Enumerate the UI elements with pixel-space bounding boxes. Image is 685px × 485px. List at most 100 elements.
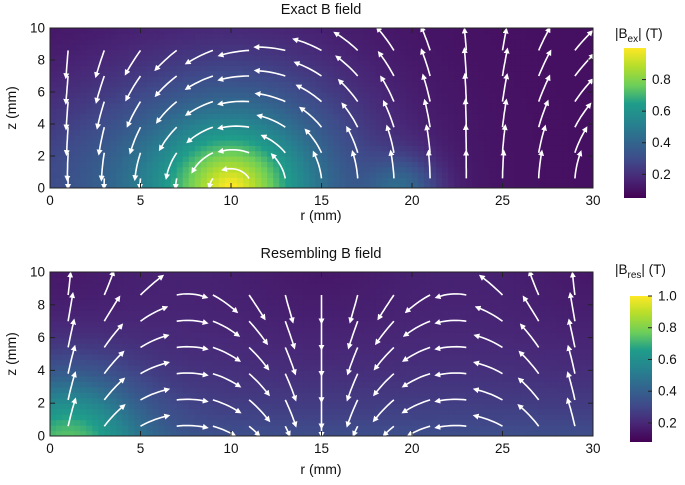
heat-cell <box>152 102 160 109</box>
heat-cell <box>430 299 437 306</box>
heat-cell <box>309 293 317 300</box>
heat-cell <box>568 44 576 50</box>
heat-cell <box>466 28 473 34</box>
heat-cell <box>146 310 154 317</box>
heat-cell <box>110 414 117 421</box>
heat-cell <box>297 403 304 410</box>
heat-cell <box>375 54 383 61</box>
heat-cell <box>68 129 75 136</box>
heat-cell <box>309 321 317 328</box>
heat-cell <box>164 33 172 40</box>
heat-cell <box>261 403 268 410</box>
heat-cell <box>92 310 99 317</box>
heat-cell <box>206 49 214 56</box>
heat-cell <box>188 118 196 125</box>
heat-cell <box>351 38 359 45</box>
heat-cell <box>430 288 437 295</box>
heat-cell <box>224 76 232 82</box>
heat-cell <box>363 102 371 109</box>
heat-cell <box>309 315 317 322</box>
heat-cell <box>520 140 528 146</box>
heat-cell <box>412 65 419 72</box>
heat-cell <box>357 354 365 361</box>
heat-cell <box>442 166 449 173</box>
heat-cell <box>550 156 558 162</box>
heat-cell <box>267 375 274 382</box>
heat-cell <box>176 326 184 333</box>
heat-cell <box>436 81 443 88</box>
heat-cell <box>472 140 479 146</box>
heat-cell <box>267 177 274 184</box>
heat-cell <box>556 145 564 152</box>
heat-cell <box>237 97 244 104</box>
heat-cell <box>285 343 292 350</box>
heat-cell <box>110 150 117 157</box>
heat-cell <box>345 408 353 415</box>
heat-cell <box>490 38 498 45</box>
heat-cell <box>538 86 546 93</box>
heat-cell <box>176 44 184 50</box>
heat-cell <box>86 397 93 404</box>
heat-cell <box>62 156 69 162</box>
heat-cell <box>448 381 455 388</box>
heat-cell <box>285 337 292 344</box>
heat-cell <box>472 403 479 410</box>
heat-cell <box>472 299 479 306</box>
heat-cell <box>56 177 63 184</box>
heat-cell <box>532 92 540 98</box>
heat-cell <box>381 419 389 426</box>
heat-cell <box>134 375 142 382</box>
heat-cell <box>261 359 268 366</box>
heat-cell <box>532 150 540 157</box>
heat-cell <box>255 150 262 157</box>
heat-cell <box>116 140 123 146</box>
heat-cell <box>212 150 220 157</box>
heat-cell <box>176 364 184 371</box>
heat-cell <box>454 113 461 120</box>
heat-cell <box>146 161 154 168</box>
heat-cell <box>104 150 111 157</box>
streamline <box>377 50 395 77</box>
heat-cell <box>472 408 479 415</box>
heat-cell <box>514 113 522 120</box>
heat-cell <box>387 397 395 404</box>
heat-cell <box>104 272 111 279</box>
heat-cell <box>212 86 220 93</box>
heat-cell <box>586 177 593 184</box>
heat-cell <box>80 359 87 366</box>
heat-cell <box>526 108 534 114</box>
heat-cell <box>399 288 407 295</box>
heat-cell <box>405 102 413 109</box>
heat-cell <box>478 392 485 399</box>
heat-cell <box>104 44 111 50</box>
heat-cell <box>267 113 274 120</box>
heat-cell <box>249 277 256 284</box>
heat-cell <box>212 28 220 34</box>
heat-cell <box>478 430 485 436</box>
heat-cell <box>279 92 286 98</box>
heat-cell <box>472 86 479 93</box>
heat-cell <box>442 315 449 322</box>
heat-cell <box>321 92 329 98</box>
heat-cell <box>345 124 353 130</box>
heat-cell <box>544 150 552 157</box>
heat-cell <box>188 299 196 306</box>
heat-cell <box>418 408 425 415</box>
heat-cell <box>520 81 528 88</box>
heat-cell <box>448 299 455 306</box>
heat-cell <box>339 288 347 295</box>
heat-cell <box>339 282 347 289</box>
heat-cell <box>116 310 123 317</box>
heat-cell <box>580 145 588 152</box>
heat-cell <box>418 102 425 109</box>
heat-cell <box>399 392 407 399</box>
heat-cell <box>303 38 311 45</box>
heat-cell <box>430 161 437 168</box>
heat-cell <box>442 293 449 300</box>
heat-cell <box>170 348 178 355</box>
heat-cell <box>146 326 154 333</box>
heat-cell <box>56 304 63 311</box>
heat-cell <box>249 392 256 399</box>
heat-cell <box>206 288 214 295</box>
heat-cell <box>309 49 317 56</box>
